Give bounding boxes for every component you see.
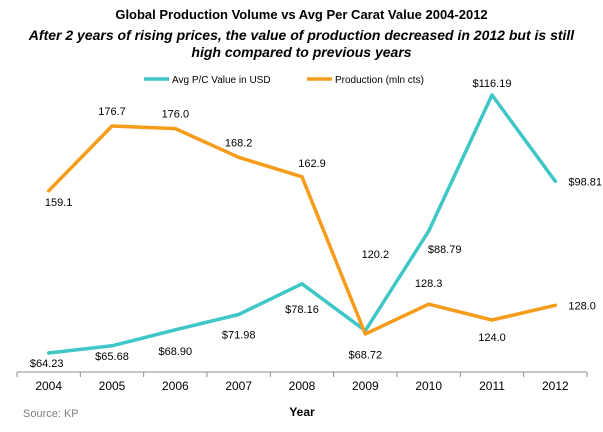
legend-label: Avg P/C Value in USD — [172, 75, 271, 86]
data-label: 162.9 — [298, 158, 326, 170]
data-label: 128.3 — [415, 278, 443, 290]
data-point — [553, 179, 557, 183]
x-axis-label: Year — [289, 405, 315, 419]
data-label: 159.1 — [45, 197, 73, 209]
x-tick-label: 2012 — [542, 379, 569, 393]
series-lines — [46, 93, 558, 355]
data-label: 168.2 — [225, 137, 253, 149]
x-axis: 2004 2005 2006 2007 2008 2009 2010 2011 2012 — [16, 371, 588, 393]
data-point — [237, 155, 241, 159]
data-point — [47, 189, 51, 193]
data-label: $116.19 — [473, 78, 512, 90]
data-label: $65.68 — [95, 351, 129, 363]
data-point — [110, 344, 114, 348]
data-point — [173, 127, 177, 131]
x-tick-label: 2005 — [99, 379, 126, 393]
data-label: 120.2 — [362, 249, 390, 261]
data-point — [300, 175, 304, 179]
data-label: $71.98 — [222, 330, 256, 342]
x-tick-label: 2011 — [479, 379, 505, 393]
data-label: $88.79 — [428, 244, 462, 256]
data-point — [237, 313, 241, 317]
data-point — [427, 302, 431, 306]
data-point — [427, 229, 431, 233]
legend-label: Production (mln cts) — [335, 75, 424, 86]
chart-title: Global Production Volume vs Avg Per Cara… — [115, 7, 488, 22]
x-tick-label: 2009 — [352, 379, 379, 393]
x-tick-label: 2007 — [225, 379, 252, 393]
data-point — [47, 351, 51, 355]
data-labels: $64.23 $65.68 $68.90 $71.98 $78.16 $68.72 $88.… — [30, 78, 602, 370]
x-tick-label: 2008 — [289, 379, 316, 393]
data-label: $68.90 — [159, 346, 193, 358]
data-point — [363, 332, 367, 336]
x-tick-label: 2004 — [35, 379, 62, 393]
chart-subtitle: After 2 years of rising prices, the valu… — [28, 27, 575, 60]
data-point — [110, 124, 114, 128]
data-label: 176.7 — [98, 106, 126, 118]
data-label: $64.23 — [30, 358, 64, 370]
data-point — [300, 282, 304, 286]
data-point — [553, 303, 557, 307]
data-point — [490, 93, 494, 97]
data-label: 128.0 — [568, 300, 596, 312]
data-label: 176.0 — [162, 109, 190, 121]
source-note: Source: KP — [23, 408, 79, 420]
legend: Avg P/C Value in USD Production (mln cts) — [144, 75, 424, 86]
data-point — [173, 328, 177, 332]
data-label: $78.16 — [285, 304, 319, 316]
x-tick-label: 2010 — [415, 379, 442, 393]
x-tick-label: 2006 — [162, 379, 189, 393]
data-label: $98.81 — [568, 176, 602, 188]
data-label: $68.72 — [349, 350, 383, 362]
data-point — [490, 318, 494, 322]
data-label: 124.0 — [478, 332, 506, 344]
